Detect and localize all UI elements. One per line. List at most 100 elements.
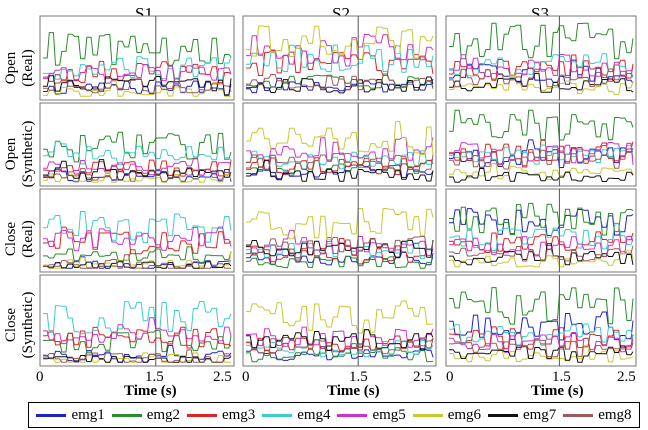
series-line-emg1	[43, 344, 232, 363]
x-tick-1-s2: 1.5	[349, 369, 368, 385]
legend-item-emg7: emg7	[487, 406, 557, 424]
series-line-emg8	[43, 78, 232, 94]
series-line-emg8	[449, 337, 634, 358]
series-line-emg8	[449, 245, 634, 262]
series-line-emg4	[43, 56, 232, 81]
x-tick-2-s1: 2.5	[213, 369, 232, 385]
series-line-emg3	[43, 326, 232, 349]
series-line-emg8	[449, 68, 634, 88]
series-line-emg5	[43, 158, 232, 176]
series-line-emg4	[43, 141, 232, 166]
legend-swatch	[487, 413, 518, 417]
series-line-emg4	[246, 150, 434, 170]
series-line-emg5	[449, 332, 634, 353]
x-tick-2-s2: 2.5	[413, 369, 432, 385]
x-tick-0-s2: 0	[242, 369, 250, 385]
series-line-emg5	[449, 142, 634, 165]
panel-frame	[242, 188, 437, 273]
series-line-emg1	[449, 208, 634, 236]
panel-r4-c2	[242, 274, 437, 367]
series-line-emg2	[246, 73, 434, 90]
series-line-emg2	[449, 22, 634, 60]
panel-r4-c1	[39, 274, 235, 367]
x-label-s2: Time (s)	[327, 383, 380, 399]
legend-swatch	[337, 413, 368, 417]
series-line-emg8	[43, 168, 232, 183]
series-line-emg4	[246, 44, 434, 73]
series-line-emg8	[43, 254, 231, 269]
legend-label: emg7	[522, 406, 557, 423]
legend-label: emg6	[447, 406, 482, 423]
series-line-emg1	[43, 168, 232, 183]
series-line-emg4	[43, 211, 232, 244]
series-line-emg8	[246, 74, 434, 91]
series-line-emg6	[43, 172, 232, 183]
series-line-emg6	[246, 208, 434, 240]
series-line-emg5	[246, 34, 434, 67]
legend-label: emg3	[221, 406, 256, 423]
series-line-emg1	[449, 311, 634, 341]
series-line-emg7	[246, 76, 434, 94]
legend-label: emg5	[372, 406, 406, 423]
series-line-emg2	[246, 159, 434, 177]
legend-swatch	[412, 413, 443, 417]
legend-label: emg4	[297, 406, 331, 423]
series-line-emg3	[246, 157, 434, 176]
series-line-emg7	[246, 329, 434, 351]
series-line-emg2	[449, 202, 634, 236]
series-line-emg2	[246, 343, 434, 363]
series-line-emg6	[246, 300, 434, 334]
series-line-emg4	[43, 301, 232, 335]
x-tick-0-s3: 0	[446, 369, 454, 385]
series-line-emg8	[246, 152, 434, 173]
series-line-emg4	[449, 53, 634, 78]
series-line-emg8	[246, 236, 434, 262]
series-line-emg2	[43, 246, 232, 263]
panel-r1-c1	[39, 15, 235, 101]
x-label-s1: Time (s)	[124, 383, 177, 399]
series-line-emg7	[449, 168, 634, 183]
panel-r1-c2	[242, 15, 437, 101]
panel-r2-c2	[242, 102, 437, 187]
series-line-emg7	[246, 238, 434, 258]
series-line-emg3	[449, 139, 634, 168]
series-line-emg3	[43, 60, 232, 83]
legend-label: emg1	[71, 406, 105, 423]
legend-item-emg4: emg4	[262, 406, 331, 424]
plot-grid	[39, 15, 637, 367]
series-line-emg8	[43, 349, 232, 363]
legend: emg1 emg2 emg3 emg4 emg5 emg6 emg7 emg8	[28, 402, 640, 428]
series-line-emg6	[449, 346, 634, 363]
panel-r3-c1	[39, 188, 235, 273]
legend-item-emg5: emg5	[337, 406, 406, 424]
series-line-emg4	[449, 323, 634, 347]
panel-r2-c3	[445, 102, 637, 187]
panel-r1-c3	[445, 15, 637, 101]
series-line-emg6	[246, 121, 434, 155]
series-line-emg2	[43, 32, 232, 66]
series-line-emg6	[43, 80, 231, 97]
x-tick-1-s1: 1.5	[145, 369, 164, 385]
series-line-emg5	[43, 226, 232, 252]
x-label-s3: Time (s)	[531, 383, 584, 399]
series-line-emg7	[246, 159, 434, 182]
series-line-emg6	[449, 250, 634, 268]
series-line-emg5	[43, 317, 232, 345]
legend-item-emg2: emg2	[111, 407, 180, 424]
legend-item-emg8: emg8	[563, 406, 632, 424]
x-tick-1-s3: 1.5	[552, 369, 571, 385]
series-line-emg7	[449, 72, 634, 93]
series-line-emg3	[43, 226, 232, 255]
series-line-emg1	[246, 77, 434, 94]
legend-swatch	[186, 413, 217, 417]
panel-r4-c3	[445, 274, 637, 367]
legend-swatch	[262, 413, 293, 417]
legend-item-emg6: emg6	[412, 406, 482, 424]
panel-frame	[39, 274, 235, 367]
series-line-emg1	[43, 80, 232, 96]
series-line-emg8	[246, 337, 434, 356]
legend-label: emg8	[598, 406, 632, 423]
series-line-emg8	[449, 149, 634, 170]
x-tick-0-s1: 0	[36, 369, 44, 385]
